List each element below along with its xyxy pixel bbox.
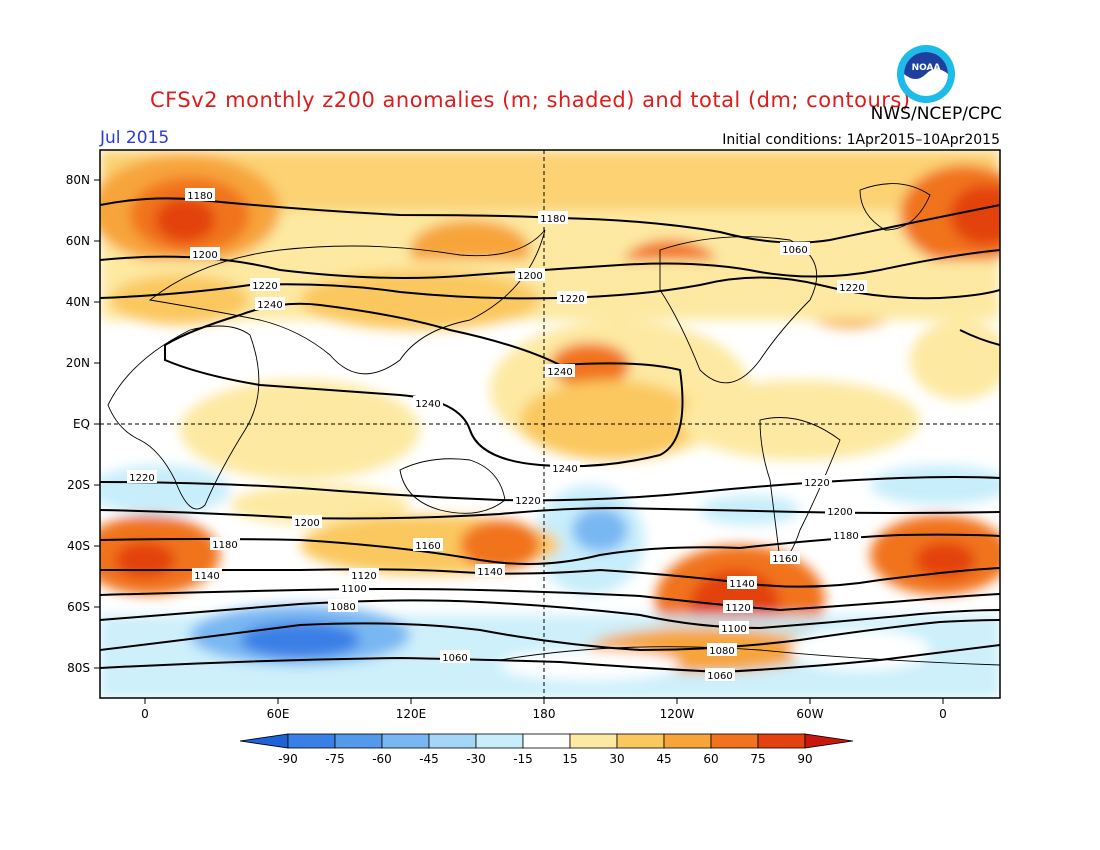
colorbar-label: 15 xyxy=(562,752,577,766)
coastlines xyxy=(107,183,1000,666)
colorbar-segment xyxy=(522,733,571,749)
colorbar-label: 45 xyxy=(656,752,671,766)
agency-label: NWS/NCEP/CPC xyxy=(870,104,1002,124)
lat-label: 40S xyxy=(67,539,90,553)
contour-label: 1200 xyxy=(294,518,319,529)
colorbar-arrow-left xyxy=(239,733,289,749)
contour-label: 1200 xyxy=(517,271,542,282)
contour-labels: 1180 1200 1220 1240 1180 1200 1220 1240 … xyxy=(127,188,867,682)
contour-label: 1060 xyxy=(707,671,732,682)
lon-label: 60W xyxy=(796,707,823,721)
contour-label: 1240 xyxy=(257,300,282,311)
contour-label: 1140 xyxy=(477,567,502,578)
colorbar: -90 -75 -60 -45 -30 -15 15 30 45 60 75 90 xyxy=(239,733,854,766)
lat-label: 40N xyxy=(66,295,90,309)
contour-label: 1120 xyxy=(351,571,376,582)
colorbar-label: 30 xyxy=(609,752,624,766)
colorbar-label: 60 xyxy=(703,752,718,766)
colorbar-label: 90 xyxy=(797,752,812,766)
contour-label: 1060 xyxy=(442,653,467,664)
contour-label: 1240 xyxy=(547,367,572,378)
contour-label: 1200 xyxy=(192,250,217,261)
contour-label: 1180 xyxy=(187,191,212,202)
colorbar-label: -75 xyxy=(325,752,345,766)
lat-label: 60N xyxy=(66,234,90,248)
longitude-axis: 0 60E 120E 180 120W 60W 0 xyxy=(141,698,947,721)
contour-label: 1220 xyxy=(252,281,277,292)
contour-label: 1220 xyxy=(804,478,829,489)
lat-label: 60S xyxy=(67,600,90,614)
contour-label: 1080 xyxy=(330,602,355,613)
latitude-axis: 80N 60N 40N 20N EQ 20S 40S 60S 80S xyxy=(66,173,100,675)
contour-label: 1220 xyxy=(129,473,154,484)
contour-label: 1180 xyxy=(212,540,237,551)
colorbar-label: -90 xyxy=(278,752,298,766)
colorbar-segment xyxy=(663,733,712,749)
lat-label: EQ xyxy=(73,417,90,431)
colorbar-segment xyxy=(616,733,665,749)
colorbar-segment xyxy=(710,733,759,749)
contour-label: 1240 xyxy=(552,464,577,475)
contour-label: 1220 xyxy=(559,294,584,305)
contour-label: 1180 xyxy=(833,531,858,542)
lon-label: 120W xyxy=(660,707,695,721)
chart-title: CFSv2 monthly z200 anomalies (m; shaded)… xyxy=(150,88,911,112)
contour-label: 1220 xyxy=(839,283,864,294)
colorbar-segment xyxy=(475,733,524,749)
colorbar-label: 75 xyxy=(750,752,765,766)
initial-conditions: Initial conditions: 1Apr2015–10Apr2015 xyxy=(722,132,1000,148)
colorbar-label: -60 xyxy=(372,752,392,766)
colorbar-label: -30 xyxy=(466,752,486,766)
contour-label: 1140 xyxy=(729,579,754,590)
lon-label: 0 xyxy=(939,707,947,721)
noaa-logo-icon: NOAA xyxy=(897,45,955,103)
contour-label: 1220 xyxy=(515,496,540,507)
colorbar-label: -15 xyxy=(513,752,533,766)
contour-label: 1140 xyxy=(194,571,219,582)
colorbar-segment xyxy=(287,733,336,749)
colorbar-segment xyxy=(428,733,477,749)
colorbar-segment xyxy=(569,733,618,749)
contour-label: 1100 xyxy=(721,624,746,635)
colorbar-segment xyxy=(334,733,383,749)
logo-text: NOAA xyxy=(912,63,941,73)
colorbar-arrow-right xyxy=(804,733,854,749)
contour-label: 1060 xyxy=(782,245,807,256)
lon-label: 60E xyxy=(267,707,290,721)
contour-label: 1120 xyxy=(725,603,750,614)
lat-label: 80N xyxy=(66,173,90,187)
height-contours xyxy=(100,197,1000,674)
forecast-month: Jul 2015 xyxy=(100,128,170,148)
lat-label: 20S xyxy=(67,478,90,492)
colorbar-label: -45 xyxy=(419,752,439,766)
lat-label: 80S xyxy=(67,661,90,675)
contour-label: 1160 xyxy=(772,554,797,565)
lat-label: 20N xyxy=(66,356,90,370)
lon-label: 180 xyxy=(533,707,556,721)
contour-label: 1180 xyxy=(540,214,565,225)
lon-label: 120E xyxy=(396,707,427,721)
lon-label: 0 xyxy=(141,707,149,721)
contour-label: 1080 xyxy=(709,646,734,657)
contour-label: 1200 xyxy=(827,507,852,518)
colorbar-segment xyxy=(757,733,806,749)
colorbar-segment xyxy=(381,733,430,749)
contour-label: 1160 xyxy=(415,541,440,552)
contour-label: 1100 xyxy=(341,584,366,595)
contour-label: 1240 xyxy=(415,399,440,410)
